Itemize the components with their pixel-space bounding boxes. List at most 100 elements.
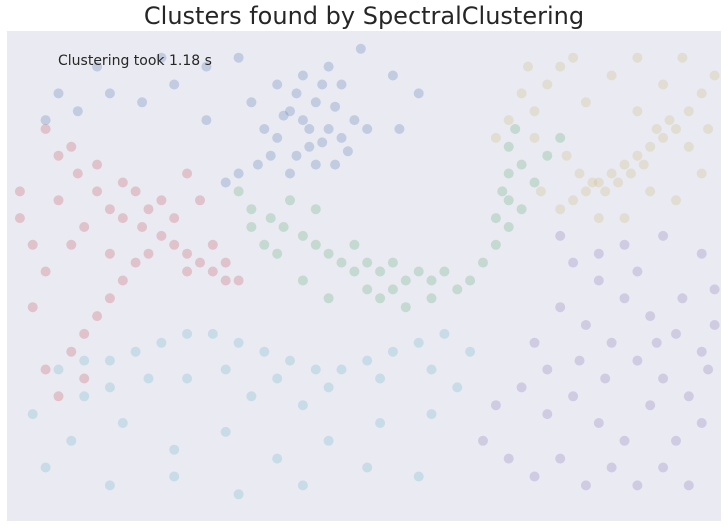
cluster-3-point: [503, 141, 514, 152]
cluster-6-point: [645, 400, 656, 411]
cluster-6-point: [658, 230, 669, 241]
cluster-3-point: [426, 275, 437, 286]
cluster-2-point: [143, 204, 154, 215]
cluster-3-point: [510, 124, 521, 134]
cluster-6-point: [529, 471, 540, 482]
cluster-1-point: [304, 141, 315, 152]
cluster-5-point: [703, 124, 714, 134]
cluster-4-point: [272, 453, 283, 464]
cluster-1-point: [342, 146, 353, 157]
cluster-6-point: [593, 418, 604, 428]
cluster-3-point: [465, 275, 476, 286]
cluster-5-point: [555, 204, 566, 215]
cluster-1-point: [394, 124, 405, 134]
cluster-4-point: [465, 346, 476, 357]
cluster-4-point: [413, 337, 424, 348]
cluster-5-point: [503, 115, 514, 126]
cluster-3-point: [349, 266, 360, 277]
cluster-1-point: [297, 115, 308, 126]
cluster-1-point: [349, 115, 360, 126]
cluster-2-point: [207, 266, 218, 277]
cluster-1-point: [336, 79, 347, 90]
cluster-6-point: [593, 275, 604, 286]
cluster-5-point: [658, 79, 669, 90]
cluster-2-point: [40, 124, 51, 134]
scatter-plot: [14, 43, 720, 500]
plot-area: Clustering took 1.18 s: [7, 31, 721, 521]
cluster-5-point: [561, 150, 572, 161]
cluster-6-point: [683, 480, 694, 491]
cluster-2-point: [104, 293, 115, 304]
cluster-2-point: [233, 275, 244, 286]
cluster-2-point: [79, 328, 90, 339]
cluster-3-point: [490, 213, 501, 224]
cluster-3-point: [516, 159, 527, 170]
cluster-5-point: [638, 159, 649, 170]
cluster-3-point: [233, 186, 244, 197]
cluster-4-point: [362, 355, 373, 366]
cluster-3-point: [265, 213, 276, 224]
cluster-4-point: [452, 382, 463, 393]
cluster-5-point: [490, 132, 501, 143]
cluster-4-point: [297, 400, 308, 411]
cluster-2-point: [117, 213, 128, 224]
cluster-6-point: [696, 418, 707, 428]
cluster-5-point: [606, 168, 617, 179]
cluster-3-point: [375, 266, 386, 277]
cluster-3-point: [272, 248, 283, 259]
cluster-5-point: [671, 124, 681, 134]
cluster-2-point: [182, 168, 193, 179]
cluster-6-point: [683, 391, 694, 402]
cluster-6-point: [516, 382, 527, 393]
cluster-1-point: [201, 61, 212, 72]
cluster-5-point: [555, 61, 566, 72]
cluster-2-point: [117, 177, 128, 188]
cluster-3-point: [375, 293, 386, 304]
cluster-4-point: [426, 409, 437, 420]
cluster-2-point: [220, 257, 231, 268]
cluster-6-point: [671, 328, 681, 339]
cluster-1-point: [291, 88, 302, 99]
cluster-2-point: [66, 346, 77, 357]
cluster-1-point: [265, 150, 276, 161]
cluster-4-point: [272, 373, 283, 384]
cluster-3-point: [297, 275, 308, 286]
cluster-4-point: [220, 364, 231, 375]
cluster-5-point: [580, 186, 591, 197]
cluster-4-point: [375, 418, 386, 428]
cluster-3-point: [246, 222, 257, 232]
cluster-4-point: [182, 328, 193, 339]
cluster-4-point: [413, 471, 424, 482]
cluster-2-point: [104, 248, 115, 259]
cluster-4-point: [182, 373, 193, 384]
cluster-3-point: [362, 284, 373, 295]
cluster-5-point: [613, 177, 624, 188]
cluster-5-point: [606, 70, 617, 81]
cluster-2: [14, 124, 244, 402]
cluster-3-point: [323, 293, 334, 304]
cluster-2-point: [130, 186, 141, 197]
chart-title: Clusters found by SpectralClustering: [143, 2, 585, 30]
cluster-3-point: [413, 266, 424, 277]
cluster-4-point: [53, 364, 64, 375]
cluster-5-point: [568, 52, 579, 63]
cluster-2-point: [195, 257, 205, 268]
cluster-4-point: [285, 355, 295, 366]
cluster-2-point: [40, 364, 51, 375]
cluster-6-point: [658, 462, 669, 473]
cluster-5: [490, 52, 720, 224]
cluster-2-point: [104, 204, 115, 215]
cluster-2-point: [195, 195, 205, 206]
cluster-4-point: [426, 364, 437, 375]
cluster-1-point: [413, 88, 424, 99]
cluster-5-point: [593, 177, 604, 188]
cluster-1-point: [285, 168, 295, 179]
cluster-6-point: [632, 266, 643, 277]
cluster-6-point: [490, 400, 501, 411]
cluster-6-point: [671, 435, 681, 446]
timing-annotation: Clustering took 1.18 s: [58, 53, 212, 69]
cluster-6-point: [696, 248, 707, 259]
cluster-5-point: [542, 79, 553, 90]
cluster-1-point: [285, 106, 295, 117]
cluster-1-point: [169, 79, 180, 90]
